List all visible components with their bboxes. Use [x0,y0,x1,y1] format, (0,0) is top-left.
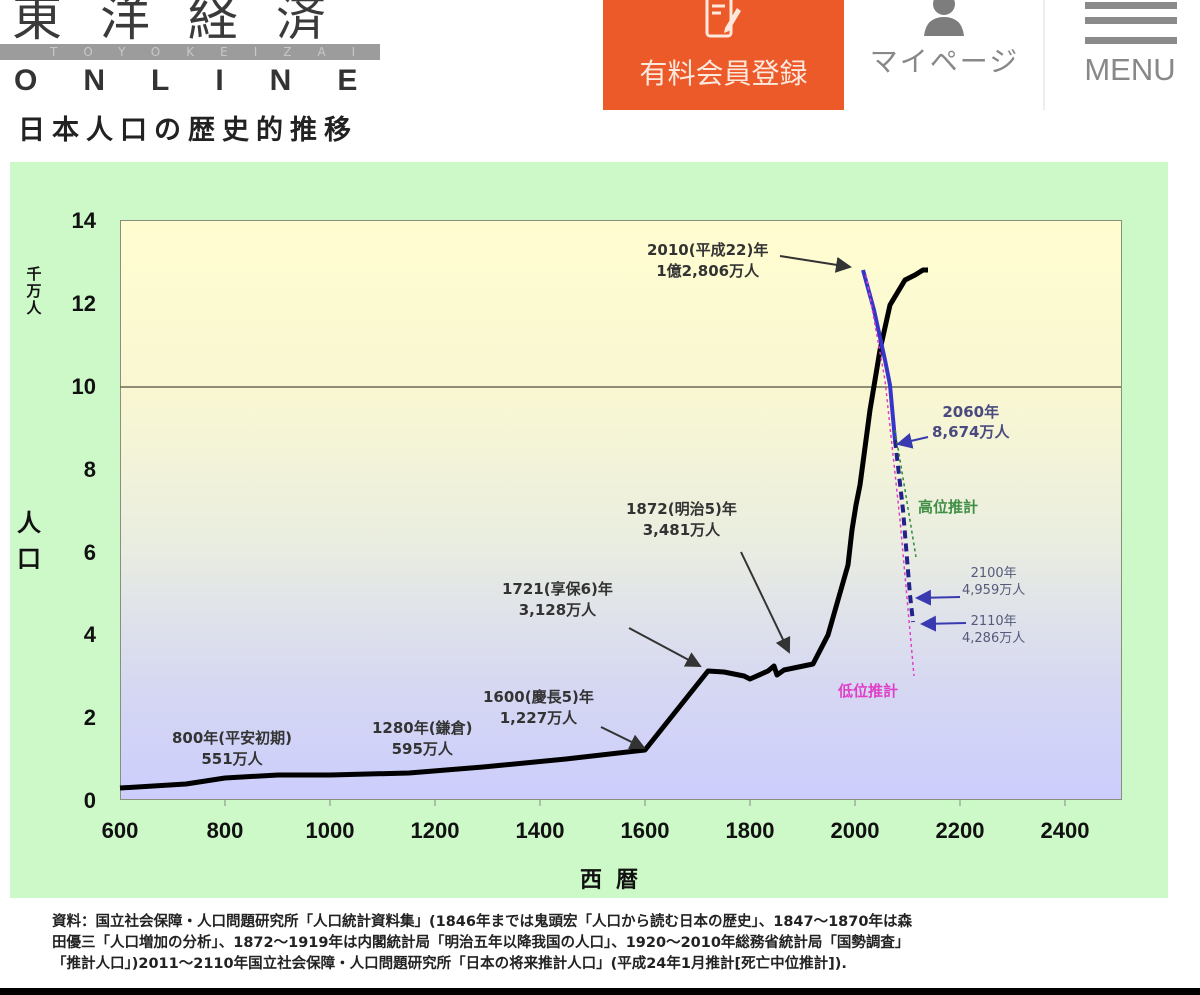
historical-population-line [119,267,928,791]
low-projection-label: 低位推計 [838,682,899,700]
arrow-2010 [779,255,852,273]
bottom-bar [0,988,1200,995]
menu-button[interactable]: MENU [1060,0,1200,110]
annotation-1721: 1721(享保6)年 3,128万人 [502,580,613,619]
x-tick: 2200 [935,818,985,843]
annotation-2060: 2060年 8,674万人 [932,403,1010,441]
page-title: 日本人口の歴史的推移 [18,115,358,146]
hamburger-icon-bar [1085,17,1177,24]
low-projection-line [865,274,915,677]
annotation-800: 800年(平安初期) 551万人 [172,729,293,768]
y-axis-unit: 千万人 [26,265,42,317]
arrow-2110 [920,615,967,632]
arrow-2100 [915,589,961,606]
signup-label: 有料会員登録 [639,57,808,90]
x-tick: 1200 [410,818,460,843]
annotation-1280: 1280年(鎌倉) 595万人 [372,719,473,758]
logo-subtitle-bar: TOYOKEIZAI [0,44,380,60]
menu-label: MENU [1084,52,1176,87]
y-axis-label: 人口 [17,509,41,573]
high-projection-label: 高位推計 [918,498,979,516]
source-note: 資料：国立社会保障・人口問題研究所「人口統計資料集」(1846年までは鬼頭宏「人… [52,914,912,972]
arrow-1721 [628,627,702,667]
annotation-2110: 2110年 4,286万人 [962,614,1026,646]
arrow-1600 [600,726,646,750]
hamburger-icon [1085,2,1177,9]
header-divider [1043,0,1045,110]
y-tick: 14 [71,208,96,233]
annotation-2100: 2100年 4,959万人 [962,566,1026,598]
y-tick: 4 [83,622,96,647]
x-tick: 1600 [620,818,670,843]
y-tick: 2 [83,705,96,730]
y-tick: 0 [83,788,96,813]
x-tick: 800 [206,818,244,843]
x-tick: 1000 [305,818,355,843]
arrow-1872 [740,551,791,654]
x-tick: 600 [101,818,139,843]
y-tick: 6 [83,540,96,565]
x-tick: 2400 [1040,818,1090,843]
medium-projection-dashed [893,439,915,623]
annotation-1600: 1600(慶長5)年 1,227万人 [483,688,594,727]
plot-area [120,220,1122,800]
y-tick: 10 [71,374,96,399]
x-tick: 2000 [830,818,880,843]
user-icon [924,0,964,36]
annotation-1872: 1872(明治5)年 3,481万人 [626,500,737,539]
medium-projection-line [861,269,897,441]
edit-document-icon [705,0,741,38]
logo-kanji[interactable]: 東洋経済 [12,0,364,47]
y-tick: 12 [71,291,96,316]
mypage-button[interactable]: マイページ [852,0,1037,110]
x-axis-label: 西暦 [580,868,653,893]
logo-online[interactable]: ONLINE [14,64,404,97]
x-tick: 1400 [515,818,565,843]
hamburger-icon-bar [1085,37,1177,44]
y-tick: 8 [83,457,96,482]
site-header: 東洋経済 TOYOKEIZAI ONLINE 日本人口の歴史的推移 有料会員登録… [0,0,1200,150]
arrow-2060 [896,433,929,449]
high-projection-line [894,429,917,558]
x-tick: 1800 [725,818,775,843]
mypage-label: マイページ [869,45,1020,78]
annotation-2010: 2010(平成22)年 1億2,806万人 [647,241,769,280]
paid-member-signup-button[interactable]: 有料会員登録 [603,0,844,110]
